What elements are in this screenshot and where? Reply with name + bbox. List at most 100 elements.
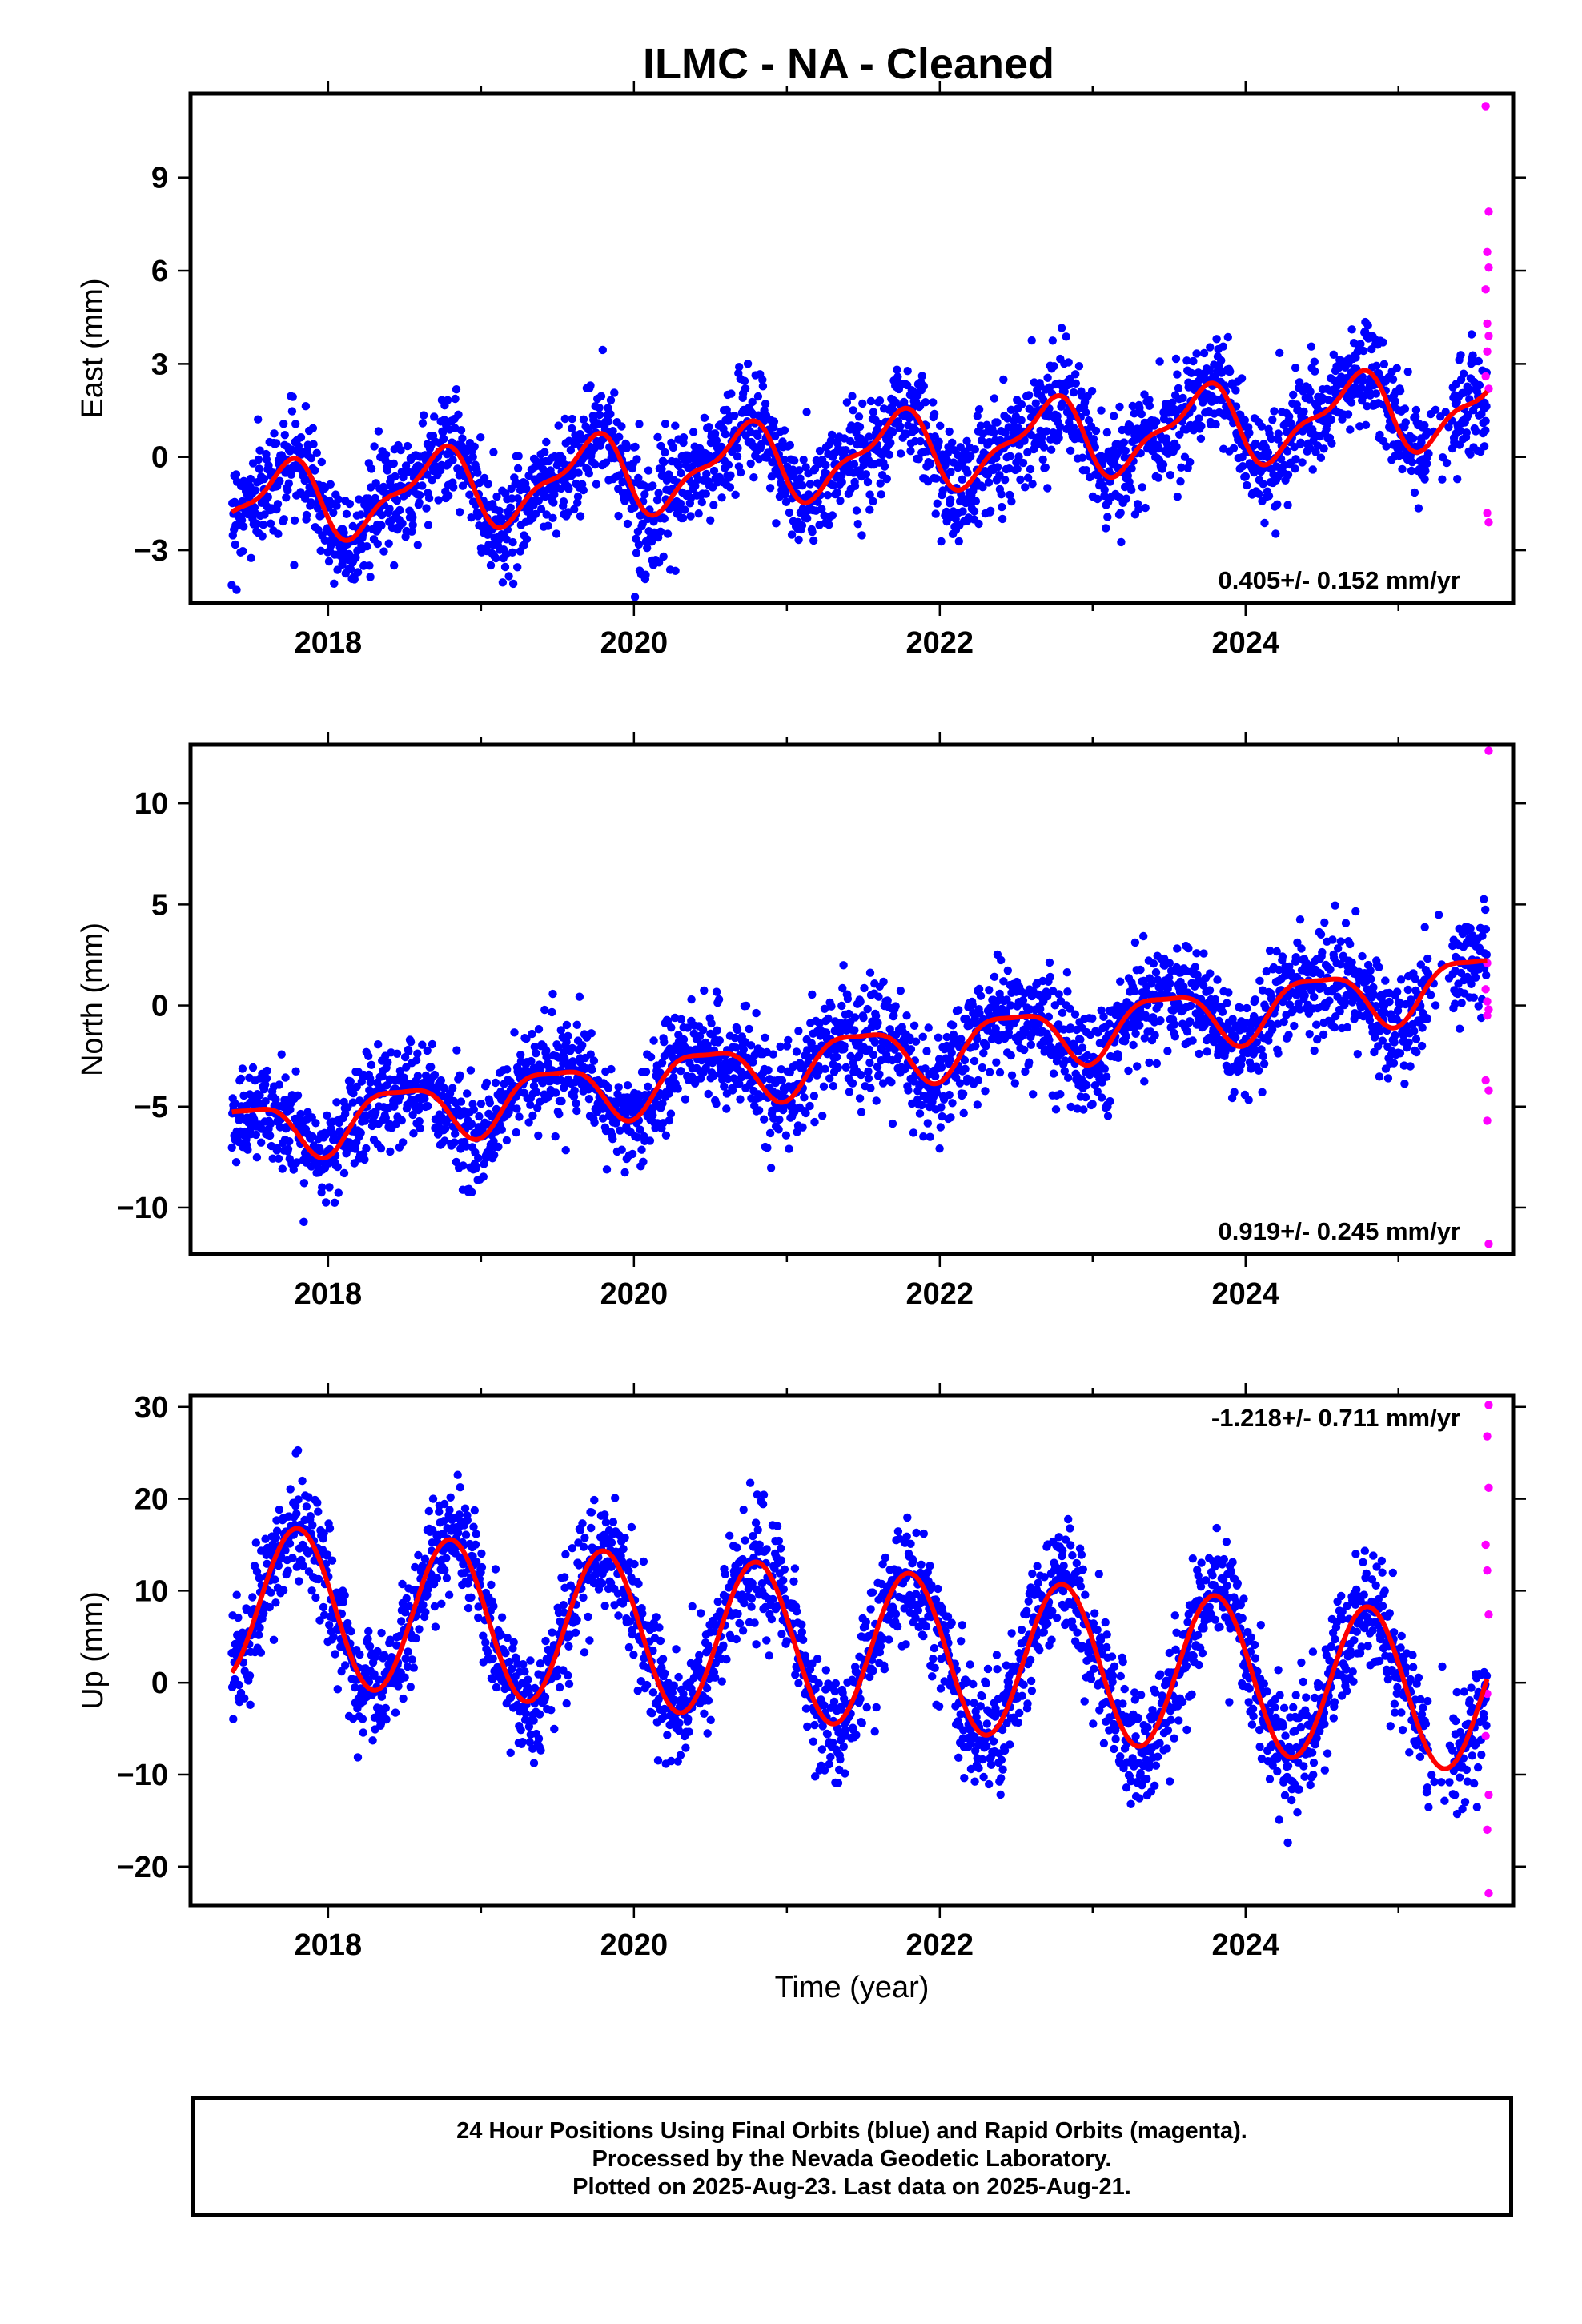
final-orbit-point <box>282 493 291 502</box>
final-orbit-point <box>1326 965 1335 974</box>
final-orbit-point <box>895 422 905 431</box>
final-orbit-point <box>1093 494 1102 504</box>
final-orbit-point <box>660 1038 669 1047</box>
final-orbit-point <box>924 1023 933 1032</box>
final-orbit-point <box>379 547 388 556</box>
final-orbit-point <box>616 1126 624 1135</box>
final-orbit-point <box>981 1087 990 1096</box>
final-orbit-point <box>915 1109 925 1118</box>
final-orbit-point <box>1170 1032 1180 1041</box>
final-orbit-point <box>671 566 680 575</box>
final-orbit-point <box>869 497 877 506</box>
final-orbit-point <box>1279 1017 1288 1027</box>
final-orbit-point <box>780 426 789 435</box>
final-orbit-point <box>1289 390 1298 400</box>
final-orbit-point <box>947 1048 956 1058</box>
final-orbit-point <box>647 537 656 546</box>
final-orbit-point <box>1353 1050 1363 1059</box>
final-orbit-point <box>266 1120 275 1128</box>
final-orbit-point <box>835 1028 845 1037</box>
final-orbit-point <box>1056 1090 1065 1099</box>
final-orbit-point <box>946 495 955 504</box>
final-orbit-point <box>504 572 513 581</box>
final-orbit-point <box>536 505 546 513</box>
final-orbit-point <box>1043 484 1052 493</box>
final-orbit-point <box>1116 509 1125 517</box>
final-orbit-point <box>492 492 501 501</box>
final-orbit-point <box>430 1070 440 1080</box>
final-orbit-point <box>291 420 300 428</box>
final-orbit-point <box>396 505 404 515</box>
final-orbit-point <box>1017 400 1026 409</box>
final-orbit-point <box>231 1158 241 1167</box>
final-orbit-point <box>1156 1016 1165 1025</box>
final-orbit-point <box>338 560 347 569</box>
final-orbit-point <box>294 441 303 451</box>
final-orbit-point <box>334 495 343 504</box>
final-orbit-point <box>781 497 791 506</box>
final-orbit-point <box>449 483 458 492</box>
final-orbit-point <box>1137 409 1146 419</box>
final-orbit-point <box>1369 983 1378 992</box>
final-orbit-point <box>1149 959 1158 968</box>
final-orbit-point <box>1347 958 1356 967</box>
final-orbit-point <box>849 460 859 468</box>
final-orbit-point <box>258 532 267 541</box>
final-orbit-point <box>669 443 678 452</box>
final-orbit-point <box>470 442 479 451</box>
final-orbit-point <box>871 1011 881 1020</box>
final-orbit-point <box>317 457 326 467</box>
final-orbit-point <box>1258 1088 1267 1097</box>
final-orbit-point <box>284 479 293 488</box>
final-orbit-point <box>977 436 986 445</box>
final-orbit-point <box>942 507 951 517</box>
final-orbit-point <box>579 485 588 495</box>
final-orbit-point <box>721 430 730 439</box>
final-orbit-point <box>741 1001 751 1011</box>
final-orbit-point <box>1135 1021 1144 1030</box>
final-orbit-point <box>841 446 850 455</box>
final-orbit-point <box>1279 997 1287 1007</box>
final-orbit-point <box>377 521 386 530</box>
final-orbit-point <box>1024 391 1034 400</box>
y-tick-label: 9 <box>151 162 168 195</box>
final-orbit-point <box>917 372 927 380</box>
final-orbit-point <box>386 1147 395 1156</box>
final-orbit-point <box>561 1146 570 1155</box>
final-orbit-point <box>1063 987 1072 996</box>
final-orbit-point <box>631 442 640 452</box>
final-orbit-point <box>1042 427 1051 436</box>
final-orbit-point <box>289 1165 298 1174</box>
final-orbit-point <box>1140 1077 1149 1086</box>
final-orbit-point <box>1262 967 1271 976</box>
final-orbit-point <box>1318 947 1327 957</box>
final-orbit-point <box>413 541 422 549</box>
final-orbit-point <box>973 1100 982 1109</box>
final-orbit-point <box>413 1049 422 1058</box>
final-orbit-point <box>576 512 585 521</box>
final-orbit-point <box>938 1112 946 1121</box>
final-orbit-point <box>1289 1005 1298 1015</box>
final-orbit-point <box>599 1114 608 1123</box>
final-orbit-point <box>712 987 721 996</box>
final-orbit-point <box>808 990 817 999</box>
final-orbit-point <box>1410 488 1419 497</box>
final-orbit-point <box>856 997 865 1007</box>
final-orbit-point <box>1177 463 1186 472</box>
final-orbit-point <box>911 1037 921 1046</box>
final-orbit-point <box>678 513 688 523</box>
final-orbit-point <box>513 494 522 503</box>
final-orbit-point <box>573 492 583 501</box>
final-orbit-point <box>1178 393 1187 403</box>
final-orbit-point <box>533 1104 542 1112</box>
final-orbit-point <box>1481 426 1490 435</box>
final-orbit-point <box>665 470 673 479</box>
final-orbit-point <box>656 527 665 536</box>
final-orbit-point <box>865 968 875 977</box>
final-orbit-point <box>503 1065 512 1074</box>
final-orbit-point <box>1409 434 1418 443</box>
final-orbit-point <box>313 504 323 513</box>
final-orbit-point <box>883 996 892 1005</box>
final-orbit-point <box>381 1113 390 1122</box>
final-orbit-point <box>641 1068 651 1076</box>
